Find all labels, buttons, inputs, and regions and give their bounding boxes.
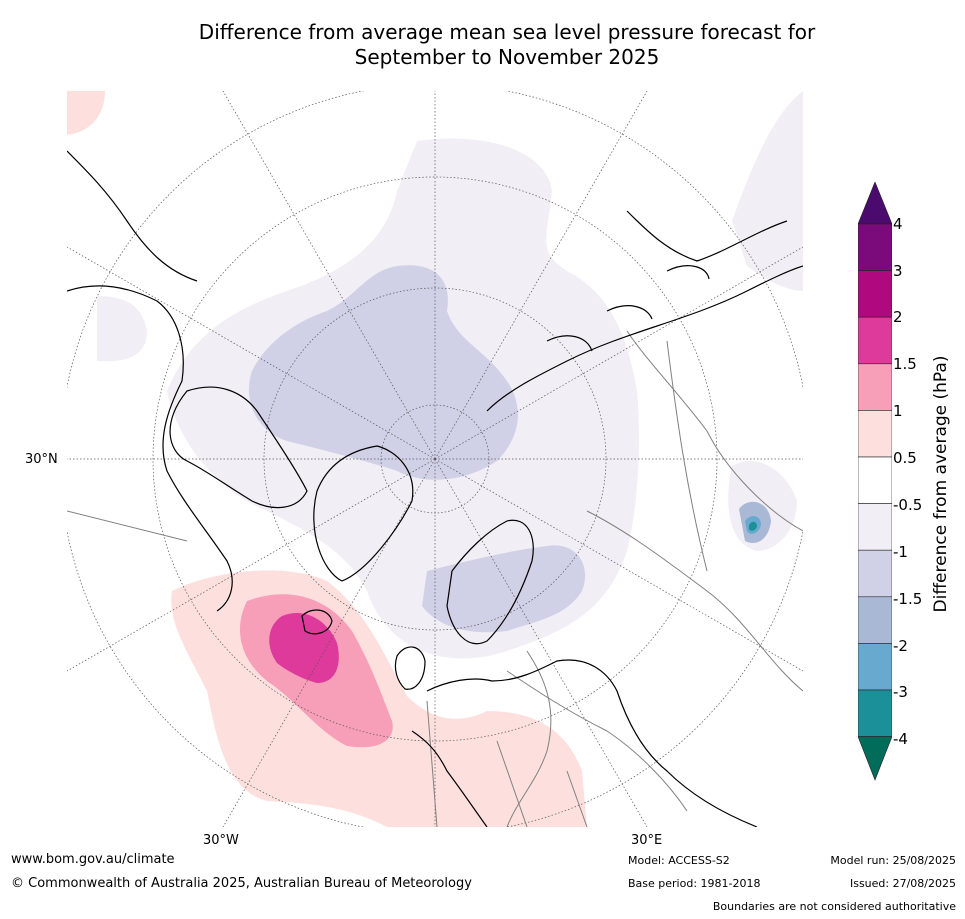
base-period: Base period: 1981-2018 (628, 877, 761, 890)
coast-scandinavia (446, 519, 534, 645)
colorbar-band-neg-2-to-3 (858, 643, 892, 691)
colorbar-tick-neg-1: -1 (893, 543, 908, 561)
meridian-120w (67, 246, 436, 460)
anomaly-neg-medium-scandinavia (422, 545, 586, 633)
colorbar (858, 182, 892, 781)
coast-north-america (67, 285, 233, 612)
border-eurasia-2 (586, 510, 803, 692)
meridian-60e (434, 458, 803, 672)
colorbar-tick-neg-3: -3 (893, 683, 908, 701)
colorbar-tick-2: 2 (893, 308, 903, 326)
meridian-30w (222, 458, 436, 827)
boundaries-disclaimer: Boundaries are not considered authoritat… (712, 900, 956, 913)
anomaly-fields (67, 91, 803, 827)
meridian-120e (434, 246, 803, 460)
anomaly-neg-light-west (97, 296, 147, 362)
colorbar-tick-4: 4 (893, 215, 903, 233)
colorbar-tick-neg-1.5: -1.5 (893, 590, 923, 608)
anomaly-pos-light-nw (67, 91, 105, 135)
coast-greenland (313, 445, 414, 582)
colorbar-tick-neg-2: -2 (893, 637, 908, 655)
anomaly-pos-strong-atlantic (269, 613, 339, 683)
colorbar-band-lt-neg-4 (858, 736, 892, 781)
meridian-150e (434, 91, 648, 460)
map-svg (67, 91, 803, 827)
coast-siberia (486, 265, 803, 412)
border-eurasia-1 (626, 330, 803, 532)
colorbar-band-neutral (858, 456, 892, 504)
coast-iberia-africa (411, 730, 488, 827)
colorbar-band-neg-0.5-to-1 (858, 503, 892, 551)
lon-label-30w: 30°W (203, 833, 239, 848)
model-run-date: Model run: 25/08/2025 (830, 854, 956, 867)
colorbar-band-neg-1-to-1.5 (858, 549, 892, 598)
polar-map (67, 91, 803, 827)
colorbar-title: Difference from average (hPa) (931, 355, 951, 613)
model-name: Model: ACCESS-S2 (628, 854, 730, 867)
coast-europe (426, 659, 758, 827)
coastlines (67, 150, 803, 827)
website-link[interactable]: www.bom.gov.au/climate (11, 852, 175, 867)
issued-date: Issued: 27/08/2025 (849, 877, 956, 890)
lat-circle-60 (152, 176, 718, 742)
coast-kamchatka (626, 210, 788, 262)
colorbar-band-1.5-to-2 (858, 316, 892, 365)
coast-alaska (67, 150, 198, 282)
meridian-30e (434, 458, 648, 827)
graticule (67, 91, 803, 827)
colorbar-band-3-to-4 (858, 223, 892, 271)
colorbar-tick-neg-0.5: -0.5 (893, 496, 923, 514)
lon-label-30e: 30°E (631, 833, 663, 848)
colorbar-tick-3: 3 (893, 262, 903, 280)
border-europe-1 (506, 670, 688, 812)
meridian-60w (67, 458, 436, 672)
colorbar-band-neg-1.5-to-2 (858, 596, 892, 644)
lat-circle-70 (263, 287, 607, 631)
coast-canadian-arctic (169, 386, 308, 509)
border-africa (426, 700, 588, 827)
coast-siberia-islands (546, 265, 710, 352)
title-line-2: September to November 2025 (354, 45, 660, 69)
coast-british-isles (394, 646, 426, 690)
colorbar-tick-1.5: 1.5 (893, 355, 917, 373)
colorbar-band-0.5-to-1 (858, 410, 892, 458)
copyright-notice: © Commonwealth of Australia 2025, Austra… (11, 876, 472, 891)
chart-title: Difference from average mean sea level p… (0, 20, 965, 70)
meridian-150w (222, 91, 436, 460)
anomaly-neg-light-ne (732, 91, 803, 291)
colorbar-band-1-to-1.5 (858, 363, 892, 411)
anomaly-neg-deepest-east (749, 521, 757, 531)
coast-iceland (301, 609, 333, 635)
border-eurasia-3 (666, 340, 708, 572)
colorbar-band-2-to-3 (858, 270, 892, 318)
colorbar-tick-0.5: 0.5 (893, 449, 917, 467)
colorbar-tick-1: 1 (893, 402, 903, 420)
colorbar-band-neg-3-to-4 (858, 689, 892, 737)
colorbar-band-gt-4 (858, 182, 892, 225)
lat-label-30n: 30°N (25, 452, 58, 467)
anomaly-neg-medium-arctic (248, 265, 518, 480)
border-americas (67, 510, 188, 542)
colorbar-tick-neg-4: -4 (893, 730, 908, 748)
national-borders (67, 330, 803, 827)
title-line-1: Difference from average mean sea level p… (198, 20, 816, 44)
